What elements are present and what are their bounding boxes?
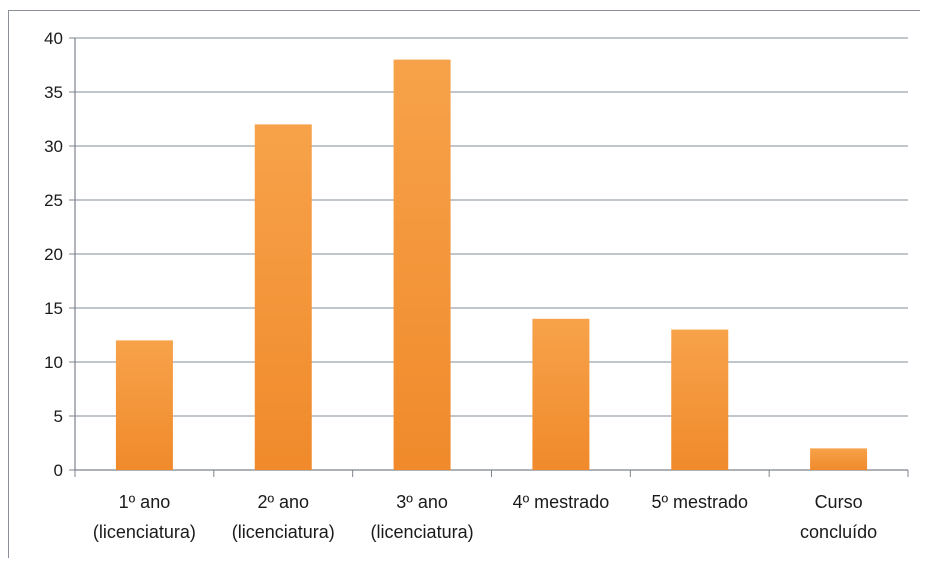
bars: [115, 59, 868, 471]
bar-4: [671, 329, 729, 470]
y-tick-label-10: 10: [44, 353, 63, 372]
y-tick-label-0: 0: [54, 461, 63, 480]
x-category-label-5-0: Curso: [815, 492, 863, 512]
x-category-label-0-1: (licenciatura): [93, 522, 196, 542]
gridlines: [75, 37, 908, 417]
axes: [69, 37, 909, 477]
x-category-label-2-1: (licenciatura): [371, 522, 474, 542]
y-tick-label-25: 25: [44, 191, 63, 210]
x-category-label-5-1: concluído: [800, 522, 877, 542]
bar-0: [115, 340, 173, 470]
y-tick-label-40: 40: [44, 29, 63, 48]
y-tick-label-20: 20: [44, 245, 63, 264]
bar-1: [254, 124, 312, 471]
bar-2: [393, 59, 451, 470]
y-tick-label-15: 15: [44, 299, 63, 318]
bar-3: [532, 318, 590, 470]
y-tick-label-5: 5: [54, 407, 63, 426]
bar-5: [810, 448, 868, 470]
x-category-label-0-0: 1º ano: [119, 492, 171, 512]
x-category-label-1-1: (licenciatura): [232, 522, 335, 542]
labels: 0 5 10 15 20 25 30 35 40 1º ano (licenciatura) 2º a…: [44, 29, 877, 542]
x-category-label-3-0: 4º mestrado: [513, 492, 610, 512]
y-tick-label-35: 35: [44, 83, 63, 102]
x-category-label-4-0: 5º mestrado: [651, 492, 748, 512]
x-category-label-2-0: 3º ano: [396, 492, 448, 512]
x-category-label-1-0: 2º ano: [257, 492, 309, 512]
y-tick-label-30: 30: [44, 137, 63, 156]
